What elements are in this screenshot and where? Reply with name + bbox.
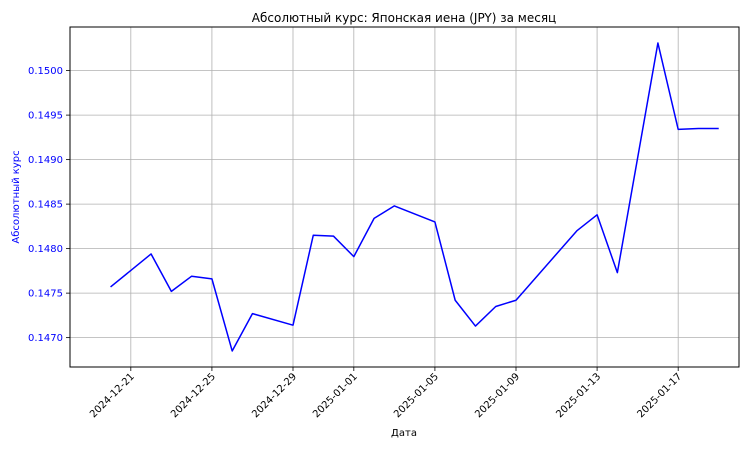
x-tick-label: 2024-12-21 [88, 371, 137, 420]
data-point [312, 234, 314, 236]
series-layer [110, 42, 720, 352]
plot-frame [69, 26, 740, 368]
data-point [191, 275, 193, 277]
x-tick-label: 2025-01-05 [392, 371, 441, 420]
x-tick-label: 2024-12-25 [169, 371, 218, 420]
data-point [515, 299, 517, 301]
data-point [576, 230, 578, 232]
data-point [110, 286, 112, 288]
data-point [333, 235, 335, 237]
data-point [292, 324, 294, 326]
data-point [434, 221, 436, 223]
y-tick-label: 0.1480 [28, 244, 63, 255]
x-axis-title: Дата [391, 428, 417, 439]
data-point [677, 128, 679, 130]
y-tick-label: 0.1495 [28, 111, 63, 122]
x-tick-label: 2025-01-01 [311, 371, 360, 420]
data-point [251, 313, 253, 315]
data-point [353, 256, 355, 258]
data-point [373, 217, 375, 219]
x-tick-label: 2025-01-09 [473, 371, 522, 420]
data-point [495, 305, 497, 307]
data-point [616, 272, 618, 274]
y-axis-title: Абсолютный курс [11, 150, 22, 243]
y-tick-label: 0.1475 [28, 289, 63, 300]
data-point [657, 42, 659, 44]
data-point [150, 253, 152, 255]
data-point [697, 127, 699, 129]
y-tick-label: 0.1470 [28, 333, 63, 344]
y-tick-label: 0.1485 [28, 200, 63, 211]
data-point [718, 127, 720, 129]
data-point [454, 299, 456, 301]
y-tick-label: 0.1490 [28, 155, 63, 166]
data-point [170, 290, 172, 292]
x-tick-label: 2024-12-29 [250, 371, 299, 420]
x-tick-label: 2025-01-13 [554, 371, 603, 420]
y-tick-label: 0.1500 [28, 66, 63, 77]
grid [70, 27, 739, 367]
series-line [110, 42, 719, 352]
x-axis: 2024-12-21 2024-12-25 2024-12-29 2025-01-01… [88, 367, 684, 420]
data-point [231, 350, 233, 352]
data-point [474, 325, 476, 327]
data-point [393, 205, 395, 207]
x-tick-label: 2025-01-17 [635, 371, 684, 420]
data-point [211, 278, 213, 280]
data-point [596, 214, 598, 216]
y-axis: 0.1470 0.1475 0.1480 0.1485 0.1490 0.1495 0.15… [28, 66, 70, 344]
chart-title: Абсолютный курс: Японская иена (JPY) за … [252, 11, 556, 25]
